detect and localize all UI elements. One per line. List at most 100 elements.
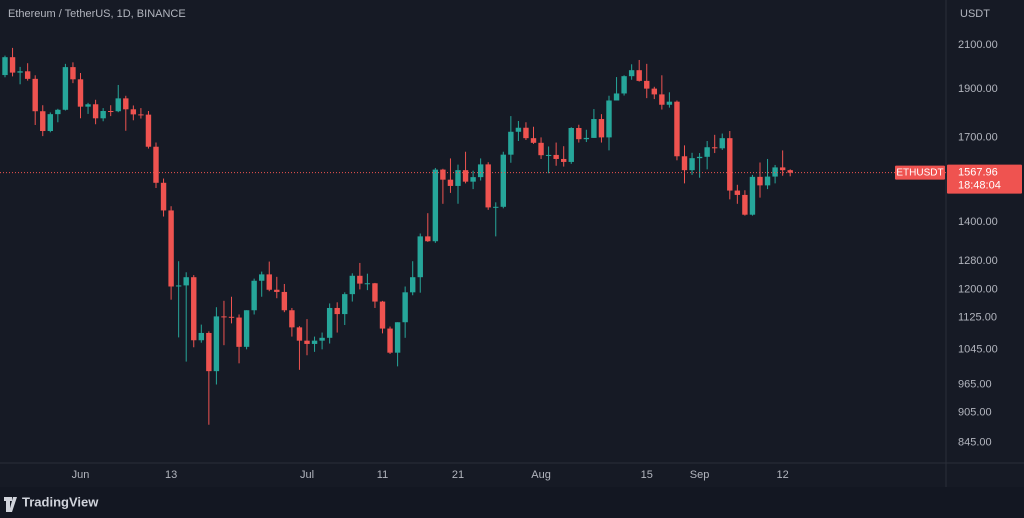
candle xyxy=(153,142,159,188)
y-tick-label: 1045.00 xyxy=(958,344,998,356)
candle-body xyxy=(568,127,574,162)
candle xyxy=(304,319,310,356)
x-tick-label: 15 xyxy=(641,469,653,481)
candle-body xyxy=(357,275,363,284)
candle-body xyxy=(387,328,393,353)
candle-body xyxy=(712,147,718,149)
y-tick-label: 965.00 xyxy=(958,378,992,390)
candle-body xyxy=(402,292,408,323)
candle-body xyxy=(145,114,152,147)
candle-body xyxy=(757,176,763,186)
candle xyxy=(508,116,514,163)
candle-body xyxy=(115,98,121,112)
candle-body xyxy=(311,340,318,344)
candle xyxy=(636,59,642,82)
candle-body xyxy=(349,275,355,295)
candle-body xyxy=(85,104,91,107)
candle-body xyxy=(681,156,688,171)
candle-body xyxy=(470,177,476,182)
candle-body xyxy=(62,67,69,110)
candle xyxy=(425,213,431,242)
candle xyxy=(470,170,476,190)
candle-body xyxy=(417,236,423,278)
candle xyxy=(440,168,446,204)
candle-body xyxy=(236,317,242,347)
candle xyxy=(334,302,340,333)
candle-body xyxy=(372,283,378,302)
candle-body xyxy=(191,277,197,341)
candle xyxy=(523,122,529,140)
candle-body xyxy=(251,280,257,311)
candle-body xyxy=(606,100,612,138)
x-tick-label: Sep xyxy=(690,469,710,481)
candle xyxy=(764,158,771,190)
candle-body xyxy=(515,127,522,132)
candle xyxy=(123,95,129,131)
candle-body xyxy=(160,182,167,211)
candle-body xyxy=(100,110,106,119)
candle xyxy=(266,261,272,292)
candle xyxy=(183,272,189,362)
candle xyxy=(55,108,61,123)
candle xyxy=(92,99,99,125)
candle-body xyxy=(9,57,16,73)
candle-body xyxy=(553,154,559,159)
candle xyxy=(40,105,46,137)
candle xyxy=(583,129,590,143)
candle-body xyxy=(281,291,288,311)
candle-body xyxy=(500,154,506,207)
candle xyxy=(243,310,250,350)
candle xyxy=(32,75,38,125)
candle xyxy=(206,331,212,425)
y-tick-label: 1700.00 xyxy=(958,131,998,143)
candle xyxy=(70,62,76,84)
candle-body xyxy=(259,274,265,281)
candle-body xyxy=(379,301,386,329)
y-tick-label: 1125.00 xyxy=(958,311,997,323)
candle-body xyxy=(666,101,673,105)
candle xyxy=(175,261,182,338)
y-tick-label: 845.00 xyxy=(958,436,992,448)
candle-body xyxy=(364,283,371,285)
candle-body xyxy=(92,104,99,119)
candle-body xyxy=(742,194,748,215)
candle xyxy=(342,292,348,325)
candle xyxy=(2,55,8,78)
candle-body xyxy=(779,167,786,171)
candle-body xyxy=(787,170,793,173)
candle-body xyxy=(47,114,53,132)
logo-icon xyxy=(9,497,17,512)
candle-body xyxy=(55,109,61,115)
candle-body xyxy=(77,79,84,107)
candle xyxy=(628,64,635,80)
candle-body xyxy=(485,164,491,208)
candle xyxy=(734,184,741,204)
candle xyxy=(372,282,378,308)
candle xyxy=(259,271,265,297)
candle xyxy=(485,162,491,210)
candle-body xyxy=(613,93,620,101)
y-tick-label: 905.00 xyxy=(958,406,992,418)
candle xyxy=(538,137,544,159)
candle-body xyxy=(410,277,416,293)
candle xyxy=(712,134,718,154)
candle xyxy=(402,286,408,338)
candle xyxy=(319,332,325,350)
candle xyxy=(621,75,627,96)
candle-body xyxy=(130,109,137,115)
candle-body xyxy=(40,111,46,132)
candle-body xyxy=(17,71,23,73)
candle xyxy=(493,202,499,237)
candle xyxy=(115,84,121,113)
candle xyxy=(24,63,31,81)
candle xyxy=(130,105,137,121)
candle xyxy=(477,158,484,181)
candle xyxy=(357,262,363,290)
candle xyxy=(553,142,559,166)
candle-body xyxy=(508,131,514,155)
x-tick-label: Aug xyxy=(531,469,551,481)
candle xyxy=(100,108,106,122)
candle xyxy=(326,303,333,344)
